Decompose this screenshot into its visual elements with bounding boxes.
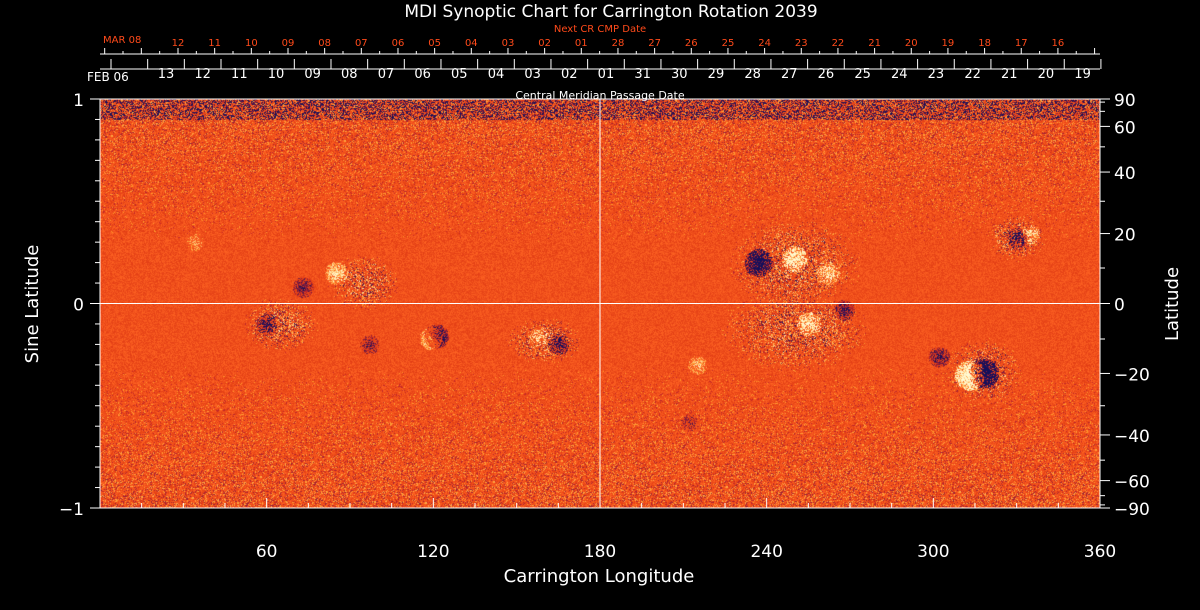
cmp-date-label: 12 — [194, 67, 211, 82]
y-tick-label-left: 1 — [73, 91, 84, 111]
x-tick-label: 60 — [256, 542, 278, 562]
x-axis-label: Carrington Longitude — [504, 566, 695, 587]
cmp-date-label: 19 — [1074, 67, 1091, 82]
x-tick-label: 180 — [584, 542, 616, 562]
next-cr-date-label: 06 — [392, 38, 405, 49]
y-tick-label-right: 60 — [1114, 118, 1136, 138]
cmp-date-label: 10 — [268, 67, 285, 82]
next-cr-date-label: 19 — [942, 38, 955, 49]
cmp-date-label: 06 — [414, 67, 431, 82]
cmp-date-label: 03 — [524, 67, 541, 82]
next-cr-date-label: 11 — [208, 38, 221, 49]
next-cr-date-label: 16 — [1052, 38, 1065, 49]
cmp-date-label: 05 — [451, 67, 468, 82]
cmp-date-label: 01 — [598, 67, 615, 82]
cmp-date-label: 20 — [1038, 67, 1055, 82]
next-cr-date-label: 05 — [428, 38, 441, 49]
y-axis-label-right: Latitude — [1162, 267, 1183, 341]
next-cr-date-label: 12 — [172, 38, 185, 49]
cmp-date-label: 11 — [231, 67, 248, 82]
cmp-date-label: 07 — [378, 67, 395, 82]
cmp-date-label: 04 — [488, 67, 505, 82]
cmp-date-label: 02 — [561, 67, 578, 82]
y-axis-label-left: Sine Latitude — [22, 245, 43, 364]
y-tick-label-right: −20 — [1114, 365, 1150, 385]
next-cr-date-label: 28 — [612, 38, 625, 49]
next-cr-cmp-label: Next CR CMP Date — [554, 24, 646, 35]
x-tick-label: 240 — [750, 542, 782, 562]
next-cr-date-label: 21 — [868, 38, 881, 49]
y-tick-label-left: 0 — [73, 296, 84, 316]
cmp-date-label: 30 — [671, 67, 688, 82]
next-cr-date-label: 22 — [832, 38, 845, 49]
cmp-date-label: 13 — [158, 67, 175, 82]
next-cr-date-label: 27 — [648, 38, 661, 49]
cmp-date-label: 22 — [964, 67, 981, 82]
cmp-date-label: 08 — [341, 67, 358, 82]
next-cr-date-label: 24 — [758, 38, 771, 49]
chart-title: MDI Synoptic Chart for Carrington Rotati… — [404, 2, 817, 22]
cmp-date-axis-label: Central Meridian Passage Date — [515, 89, 684, 102]
y-tick-label-right: −60 — [1114, 473, 1150, 493]
cmp-date-label: 31 — [634, 67, 651, 82]
next-cr-date-label: 25 — [722, 38, 735, 49]
next-cr-date-label: 26 — [685, 38, 698, 49]
x-tick-label: 360 — [1084, 542, 1116, 562]
cmp-date-label: 27 — [781, 67, 798, 82]
next-cr-date-label: 10 — [245, 38, 258, 49]
cmp-date-label: 24 — [891, 67, 908, 82]
cmp-date-label: 26 — [818, 67, 835, 82]
next-cr-date-label: 03 — [502, 38, 515, 49]
y-tick-label-right: −90 — [1114, 500, 1150, 520]
cmp-date-label: 09 — [304, 67, 321, 82]
cmp-date-label: 23 — [928, 67, 945, 82]
cmp-start-label: FEB 06 — [87, 70, 129, 84]
next-cr-date-label: 20 — [905, 38, 918, 49]
next-cr-date-label: 23 — [795, 38, 808, 49]
cmp-date-label: 28 — [744, 67, 761, 82]
y-tick-label-left: −1 — [59, 500, 84, 520]
next-cr-date-label: 08 — [318, 38, 331, 49]
next-cr-start-label: MAR 08 — [103, 35, 141, 46]
y-tick-label-right: 90 — [1114, 91, 1136, 111]
y-tick-label-right: 40 — [1114, 164, 1136, 184]
cmp-date-label: 29 — [708, 67, 725, 82]
y-tick-label-right: 0 — [1114, 296, 1125, 316]
cmp-date-label: 21 — [1001, 67, 1018, 82]
cmp-date-label: 25 — [854, 67, 871, 82]
next-cr-date-label: 09 — [282, 38, 295, 49]
x-tick-label: 120 — [417, 542, 449, 562]
next-cr-date-label: 01 — [575, 38, 588, 49]
y-tick-label-right: 20 — [1114, 226, 1136, 246]
next-cr-date-label: 18 — [978, 38, 991, 49]
x-tick-label: 300 — [917, 542, 949, 562]
next-cr-date-label: 02 — [538, 38, 551, 49]
next-cr-date-label: 04 — [465, 38, 478, 49]
next-cr-date-label: 07 — [355, 38, 368, 49]
next-cr-date-label: 17 — [1015, 38, 1028, 49]
y-tick-label-right: −40 — [1114, 427, 1150, 447]
